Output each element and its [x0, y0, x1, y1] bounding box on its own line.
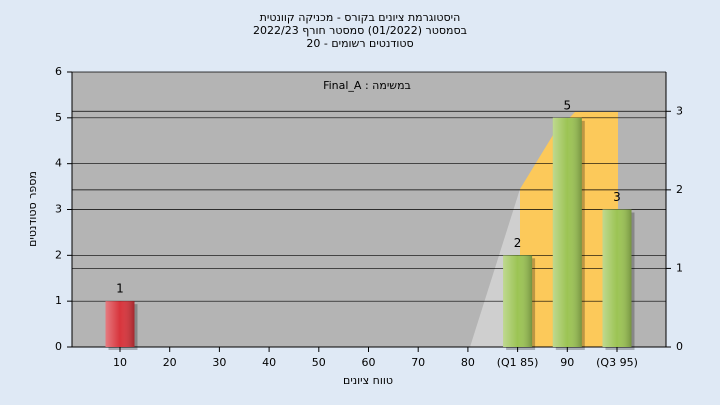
x-tick-label: (Q1 85)	[497, 356, 539, 369]
value-label: 3	[613, 190, 621, 204]
x-tick-label: (Q3 95)	[596, 356, 638, 369]
y-tick-label: 5	[55, 111, 62, 124]
bar-shade	[503, 255, 533, 347]
x-tick-label: 40	[262, 356, 276, 369]
bar-shade	[602, 209, 632, 347]
value-label: 1	[116, 282, 124, 296]
x-tick-label: 70	[411, 356, 425, 369]
bar-shade	[105, 301, 135, 347]
annotation: Final_A : במשימה	[323, 79, 411, 92]
y-tick-label: 3	[55, 203, 62, 216]
y2-tick-label: 0	[676, 340, 683, 353]
y2-tick-label: 3	[676, 104, 683, 117]
y-axis-label: מספר סטודנטים	[26, 171, 39, 247]
value-label: 2	[514, 236, 522, 250]
y-tick-label: 2	[55, 248, 62, 261]
x-tick-label: 50	[312, 356, 326, 369]
y-tick-label: 0	[55, 340, 62, 353]
x-tick-label: 80	[461, 356, 475, 369]
y-tick-label: 6	[55, 65, 62, 78]
y-tick-label: 1	[55, 294, 62, 307]
x-tick-label: 10	[113, 356, 127, 369]
chart-subtitle: בסמסטר (01/2022) סמסטר חורף 2022/23	[253, 24, 467, 37]
value-label: 5	[563, 98, 571, 112]
y2-tick-label: 1	[676, 261, 683, 274]
chart-title: היסטוגרמת ציונים בקורס - מכניקה קוונטית	[260, 11, 461, 24]
x-axis-label: טווח ציונים	[343, 374, 393, 387]
x-tick-label: 20	[163, 356, 177, 369]
y2-tick-label: 2	[676, 183, 683, 196]
chart-subtitle: סטודנטים רשומים - 20	[306, 37, 413, 50]
x-tick-label: 90	[560, 356, 574, 369]
x-tick-label: 30	[212, 356, 226, 369]
x-tick-label: 60	[362, 356, 376, 369]
y-tick-label: 4	[55, 157, 62, 170]
bar-shade	[552, 117, 582, 347]
